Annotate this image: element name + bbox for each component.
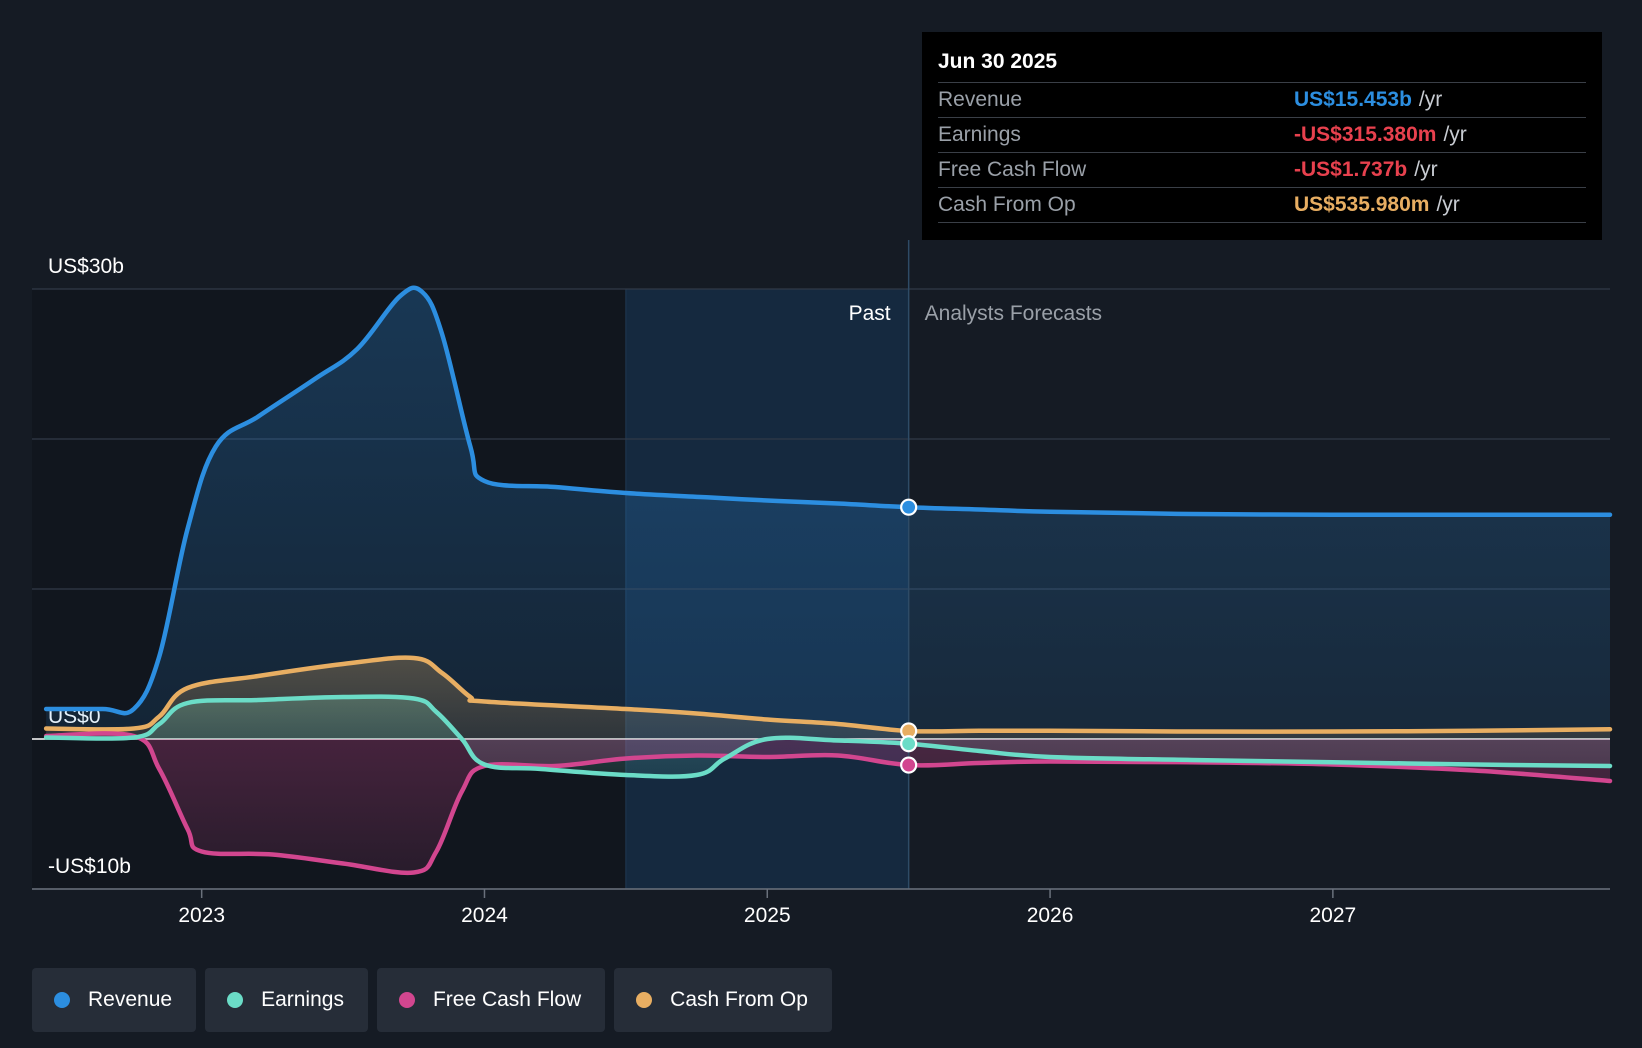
legend-label: Free Cash Flow — [432, 988, 582, 1011]
x-tick-label: 2024 — [461, 904, 508, 927]
series-line-earnings — [43, 694, 1613, 779]
tooltip-row-earnings: Earnings -US$315.380m /yr — [938, 117, 1586, 152]
legend-dot-icon — [54, 992, 70, 1008]
series-line-cash-from-op — [43, 655, 1613, 734]
tooltip-label: Free Cash Flow — [938, 158, 1087, 181]
tooltip-value: -US$315.380m — [1294, 123, 1437, 146]
legend-item-earnings[interactable]: Earnings — [205, 968, 368, 1032]
legend-dot-icon — [636, 992, 653, 1008]
x-tick-label: 2025 — [744, 904, 791, 927]
tooltip-label: Cash From Op — [938, 193, 1076, 216]
y-tick-label: -US$10b — [48, 855, 131, 878]
tooltip-unit: /yr — [1418, 88, 1443, 111]
legend-dot-icon — [227, 992, 244, 1008]
tooltip-value: US$15.453b — [1294, 88, 1412, 111]
tooltip-row-cash-from-op: Cash From Op US$535.980m /yr — [938, 187, 1586, 223]
legend-label: Revenue — [88, 988, 173, 1011]
tooltip-value: US$535.980m — [1294, 193, 1430, 216]
forecast-label: Analysts Forecasts — [925, 302, 1102, 325]
x-tick-label: 2023 — [178, 904, 225, 927]
legend-item-free-cash-flow[interactable]: Free Cash Flow — [376, 968, 606, 1032]
data-tooltip: Jun 30 2025 Revenue US$15.453b /yr Earni… — [922, 32, 1602, 240]
highlight-point-revenue — [900, 498, 918, 516]
tooltip-date: Jun 30 2025 — [938, 50, 1058, 73]
past-label: Past — [849, 302, 891, 325]
legend-item-cash-from-op[interactable]: Cash From Op — [614, 968, 832, 1032]
highlight-point-earnings — [900, 735, 918, 753]
x-tick-label: 2026 — [1027, 904, 1074, 927]
series-area-cash-from-op — [46, 657, 1611, 739]
tooltip-row-free-cash-flow: Free Cash Flow -US$1.737b /yr — [938, 152, 1586, 187]
tooltip-row-revenue: Revenue US$15.453b /yr — [938, 82, 1586, 117]
y-tick-label: US$30b — [48, 255, 124, 278]
tooltip-label: Revenue — [938, 88, 1023, 111]
legend-label: Cash From Op — [670, 988, 808, 1011]
x-tick-label: 2027 — [1310, 904, 1357, 927]
series-area-free-cash-flow — [46, 733, 1611, 873]
highlight-point-free-cash-flow — [900, 756, 918, 774]
tooltip-value: -US$1.737b — [1294, 158, 1408, 181]
chart-legend: Revenue Earnings Free Cash Flow Cash Fro… — [32, 968, 832, 1032]
series-area-revenue — [46, 287, 1611, 739]
legend-label: Earnings — [261, 988, 344, 1011]
tooltip-label: Earnings — [938, 123, 1021, 146]
series-line-revenue — [43, 285, 1613, 716]
legend-item-revenue[interactable]: Revenue — [32, 968, 197, 1032]
tooltip-unit: /yr — [1443, 123, 1467, 146]
tooltip-unit: /yr — [1414, 158, 1438, 181]
legend-dot-icon — [398, 992, 415, 1008]
tooltip-unit: /yr — [1436, 193, 1460, 216]
